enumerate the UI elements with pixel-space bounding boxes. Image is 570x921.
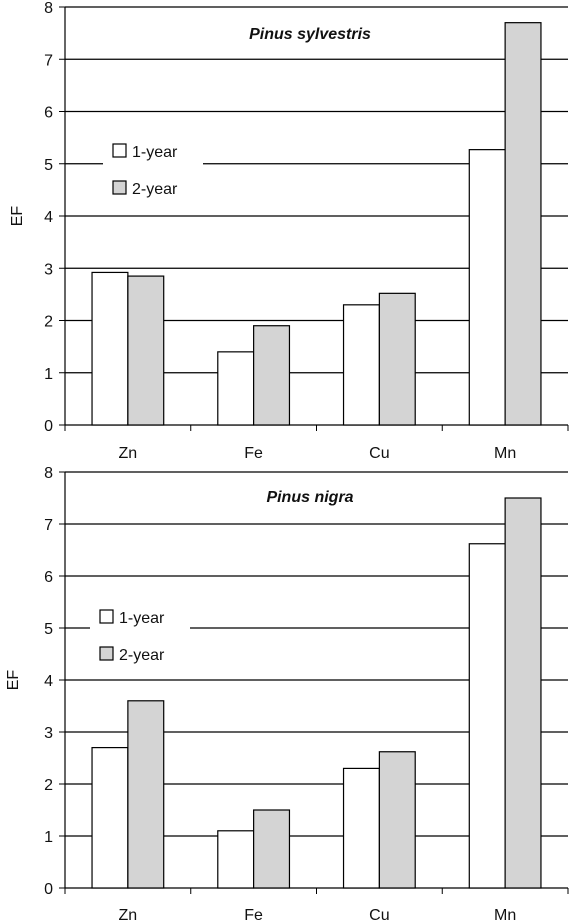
y-tick-label: 0 [44, 418, 53, 435]
legend-label: 1-year [119, 610, 165, 627]
bar-fe-2-year [253, 325, 291, 426]
y-tick-label: 6 [44, 569, 53, 586]
bar-zn-1-year [91, 746, 129, 889]
legend-swatch-2-year [112, 180, 127, 195]
y-tick-label: 3 [44, 725, 53, 742]
x-category-label: Mn [494, 907, 516, 921]
chart-panel-2: 0 1 2 3 4 5 6 7 8 Zn Fe Cu Mn Pinus nigra EF 1-year 2-ye… [5, 465, 569, 921]
y-tick-label: 3 [44, 261, 53, 278]
x-category-label: Mn [494, 445, 516, 462]
bar-zn-2-year [127, 275, 165, 426]
chart-title: Pinus nigra [266, 489, 353, 506]
bar-cu-2-year [378, 751, 416, 889]
x-category-label: Fe [244, 445, 263, 462]
x-category-label: Zn [119, 907, 138, 921]
x-category-label: Cu [369, 907, 389, 921]
chart-title: Pinus sylvestris [249, 26, 371, 43]
bar-fe-1-year [217, 830, 255, 889]
bar-fe-2-year [253, 809, 291, 889]
x-category-label: Zn [119, 445, 138, 462]
legend-label: 2-year [119, 647, 165, 664]
bar-cu-1-year [342, 767, 380, 889]
y-axis-label: EF [9, 206, 26, 227]
y-tick-label: 1 [44, 366, 53, 383]
x-category-label: Fe [244, 907, 263, 921]
y-tick-label: 8 [44, 0, 53, 17]
y-tick-label: 4 [44, 673, 53, 690]
y-tick-label: 7 [44, 517, 53, 534]
y-tick-label: 8 [44, 465, 53, 482]
bar-mn-2-year [504, 497, 542, 889]
y-tick-label: 6 [44, 105, 53, 122]
legend-label: 1-year [132, 144, 178, 161]
y-tick-label: 5 [44, 621, 53, 638]
y-axis-label: EF [5, 670, 22, 691]
bar-mn-1-year [468, 149, 506, 426]
legend-swatch-2-year [99, 646, 114, 661]
bar-fe-1-year [217, 351, 255, 426]
bar-zn-1-year [91, 271, 129, 426]
y-tick-label: 2 [44, 314, 53, 331]
bar-mn-2-year [504, 22, 542, 426]
bar-cu-2-year [378, 292, 416, 426]
legend-label: 2-year [132, 181, 178, 198]
y-tick-label: 0 [44, 881, 53, 898]
bar-zn-2-year [127, 700, 165, 889]
x-category-label: Cu [369, 445, 389, 462]
y-tick-label: 5 [44, 157, 53, 174]
y-tick-label: 2 [44, 777, 53, 794]
bar-cu-1-year [342, 304, 380, 426]
y-tick-label: 7 [44, 52, 53, 69]
legend-swatch-1-year [99, 609, 114, 624]
bar-mn-1-year [468, 543, 506, 889]
y-tick-label: 4 [44, 209, 53, 226]
chart-panel-1: 0 1 2 3 4 5 6 7 8 Zn Fe Cu Mn Pinus sylvestris EF 1-yea… [9, 0, 569, 462]
y-tick-label: 1 [44, 829, 53, 846]
legend-swatch-1-year [112, 143, 127, 158]
